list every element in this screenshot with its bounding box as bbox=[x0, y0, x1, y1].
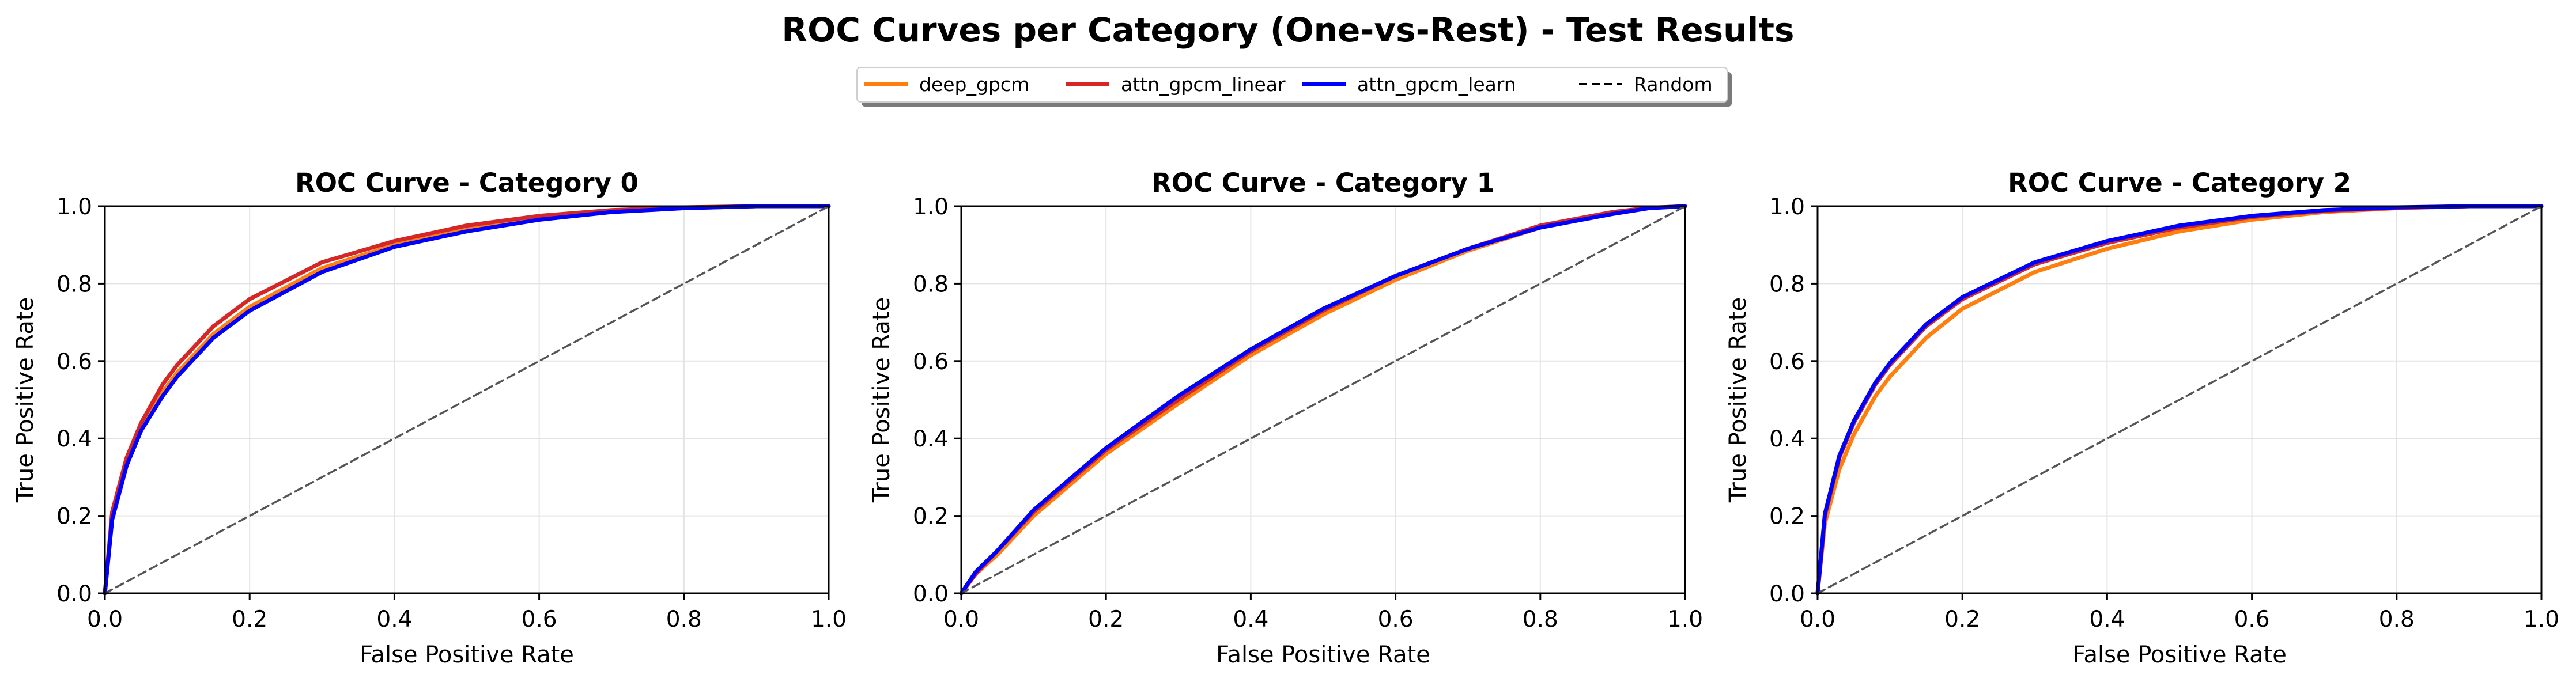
y-tick-label: 0.6 bbox=[56, 349, 92, 375]
roc-panel-1: 0.0 0.2 0.4 0.6 0.8 1.0 0.0 0.2 0.4 0.6 0.8 1.0 ROC … bbox=[868, 168, 1703, 668]
x-tick-label: 0.8 bbox=[666, 607, 702, 632]
panels: 0.0 0.2 0.4 0.6 0.8 1.0 0.0 0.2 0.4 0.6 0.8 1.0 ROC … bbox=[12, 168, 2559, 668]
y-tick-label: 0.0 bbox=[1769, 581, 1805, 607]
y-tick-label: 0.8 bbox=[1769, 271, 1805, 297]
y-tick-label: 0.6 bbox=[1769, 349, 1805, 375]
panel-title: ROC Curve - Category 1 bbox=[1151, 168, 1495, 198]
y-axis-label: True Positive Rate bbox=[12, 297, 39, 503]
x-tick-label: 0.4 bbox=[1233, 607, 1268, 632]
y-tick-label: 1.0 bbox=[56, 194, 92, 220]
series-line-attn-gpcm-learn bbox=[959, 204, 1687, 596]
legend-label-attn-gpcm-learn: attn_gpcm_learn bbox=[1357, 73, 1516, 96]
series-line-random bbox=[960, 205, 1686, 594]
plot-frame bbox=[1816, 205, 2543, 594]
x-tick-label: 0.0 bbox=[943, 607, 979, 632]
series-line-random bbox=[1816, 205, 2543, 594]
x-tick-label: 0.2 bbox=[1088, 607, 1124, 632]
x-tick-label: 0.2 bbox=[232, 607, 267, 632]
plot-frame bbox=[104, 205, 830, 594]
x-axis-label: False Positive Rate bbox=[360, 642, 574, 668]
series-line-attn-gpcm-learn bbox=[103, 204, 831, 596]
x-tick-label: 1.0 bbox=[811, 607, 847, 632]
legend-frame bbox=[856, 67, 1728, 103]
y-tick-label: 1.0 bbox=[913, 194, 949, 220]
x-tick-label: 0.0 bbox=[1800, 607, 1835, 632]
roc-panel-2: 0.0 0.2 0.4 0.6 0.8 1.0 0.0 0.2 0.4 0.6 0.8 1.0 ROC … bbox=[1725, 168, 2559, 668]
y-tick-label: 0.4 bbox=[56, 426, 92, 452]
roc-panel-0: 0.0 0.2 0.4 0.6 0.8 1.0 0.0 0.2 0.4 0.6 0.8 1.0 ROC … bbox=[12, 168, 847, 668]
y-tick-label: 1.0 bbox=[1769, 194, 1805, 220]
x-tick-label: 1.0 bbox=[2524, 607, 2559, 632]
figure-title: ROC Curves per Category (One-vs-Rest) - … bbox=[781, 10, 1794, 50]
y-tick-label: 0.2 bbox=[1769, 504, 1805, 530]
legend-label-attn-gpcm-linear: attn_gpcm_linear bbox=[1121, 73, 1286, 96]
y-tick-label: 0.0 bbox=[56, 581, 92, 607]
panel-title: ROC Curve - Category 2 bbox=[2008, 168, 2351, 198]
plot-frame bbox=[960, 205, 1686, 594]
x-tick-label: 1.0 bbox=[1667, 607, 1703, 632]
y-tick-label: 0.2 bbox=[913, 504, 949, 530]
x-tick-label: 0.4 bbox=[376, 607, 412, 632]
x-axis-label: False Positive Rate bbox=[2072, 642, 2287, 668]
x-tick-label: 0.2 bbox=[1944, 607, 1980, 632]
x-axis-label: False Positive Rate bbox=[1216, 642, 1430, 668]
x-tick-label: 0.6 bbox=[2234, 607, 2270, 632]
x-tick-label: 0.0 bbox=[87, 607, 123, 632]
y-tick-label: 0.2 bbox=[56, 504, 92, 530]
legend-label-random: Random bbox=[1634, 73, 1713, 96]
y-axis-label: True Positive Rate bbox=[1725, 297, 1751, 503]
y-axis-label: True Positive Rate bbox=[868, 297, 895, 503]
y-tick-label: 0.4 bbox=[913, 426, 949, 452]
x-tick-label: 0.6 bbox=[1378, 607, 1414, 632]
series-line-random bbox=[104, 205, 830, 594]
legend-label-deep-gpcm: deep_gpcm bbox=[919, 73, 1029, 96]
y-tick-label: 0.0 bbox=[913, 581, 949, 607]
y-tick-label: 0.8 bbox=[913, 271, 949, 297]
x-tick-label: 0.4 bbox=[2089, 607, 2125, 632]
y-tick-label: 0.4 bbox=[1769, 426, 1805, 452]
legend: deep_gpcm attn_gpcm_linear attn_gpcm_lea… bbox=[856, 67, 1732, 107]
y-tick-label: 0.8 bbox=[56, 271, 92, 297]
y-tick-label: 0.6 bbox=[913, 349, 949, 375]
x-tick-label: 0.8 bbox=[2379, 607, 2415, 632]
x-tick-label: 0.6 bbox=[522, 607, 557, 632]
panel-title: ROC Curve - Category 0 bbox=[295, 168, 639, 198]
x-tick-label: 0.8 bbox=[1523, 607, 1558, 632]
series-line-attn-gpcm-learn bbox=[1815, 204, 2544, 596]
